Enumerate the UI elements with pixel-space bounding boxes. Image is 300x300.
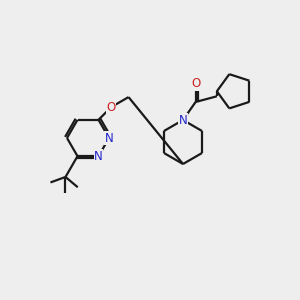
Text: O: O [106, 100, 116, 114]
Text: N: N [178, 113, 188, 127]
Text: N: N [94, 150, 103, 163]
Text: O: O [191, 77, 200, 91]
Text: N: N [105, 131, 113, 145]
